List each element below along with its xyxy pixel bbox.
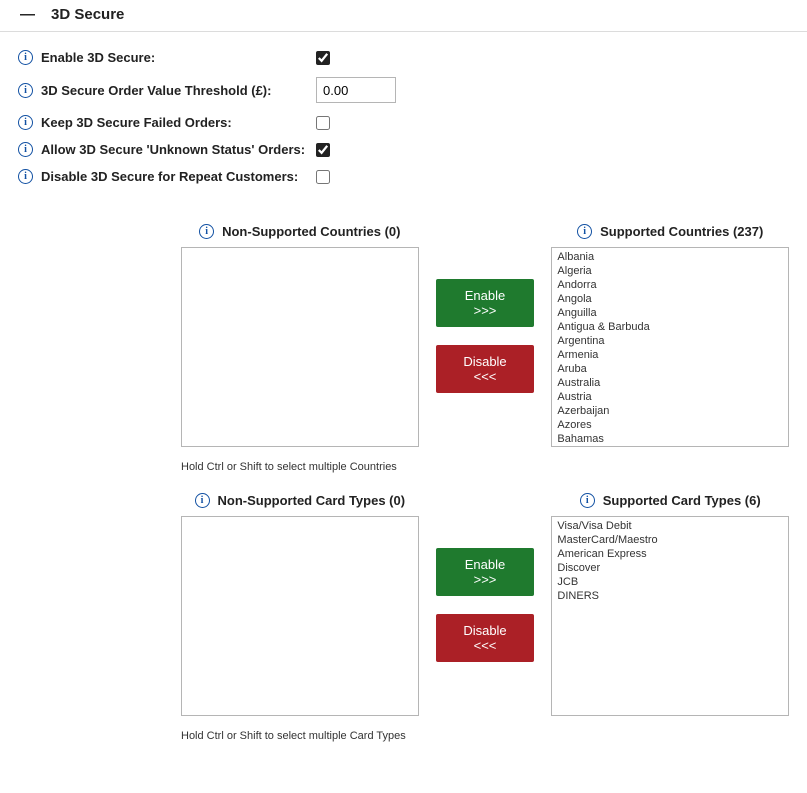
- list-item[interactable]: Azerbaijan: [556, 404, 784, 418]
- allow-unknown-checkbox[interactable]: [316, 143, 330, 157]
- info-icon[interactable]: i: [577, 224, 592, 239]
- setting-row-enable-3ds: i Enable 3D Secure:: [18, 50, 789, 65]
- section-title: 3D Secure: [51, 6, 124, 23]
- supported-cardtypes-col: i Supported Card Types (6) Visa/Visa Deb…: [551, 493, 789, 716]
- setting-row-allow-unknown: i Allow 3D Secure 'Unknown Status' Order…: [18, 142, 789, 157]
- list-item[interactable]: MasterCard/Maestro: [556, 533, 784, 547]
- info-icon[interactable]: i: [18, 142, 33, 157]
- list-item[interactable]: Aruba: [556, 362, 784, 376]
- keep-failed-checkbox[interactable]: [316, 116, 330, 130]
- setting-row-threshold: i 3D Secure Order Value Threshold (£):: [18, 77, 789, 103]
- list-item[interactable]: Discover: [556, 561, 784, 575]
- list-item[interactable]: Australia: [556, 376, 784, 390]
- disable-cardtypes-button[interactable]: Disable <<<: [436, 614, 534, 662]
- list-header-label: Non-Supported Card Types (0): [218, 493, 406, 508]
- list-item[interactable]: Visa/Visa Debit: [556, 519, 784, 533]
- info-icon[interactable]: i: [18, 115, 33, 130]
- countries-transfer-buttons: Enable >>> Disable <<<: [419, 224, 552, 447]
- list-item[interactable]: Argentina: [556, 334, 784, 348]
- supported-cardtypes-listbox[interactable]: Visa/Visa DebitMasterCard/MaestroAmerica…: [551, 516, 789, 716]
- cardtypes-section: i Non-Supported Card Types (0) Enable >>…: [0, 473, 807, 742]
- enable-cardtypes-button[interactable]: Enable >>>: [436, 548, 534, 596]
- disable-countries-button[interactable]: Disable <<<: [436, 345, 534, 393]
- collapse-icon[interactable]: —: [18, 6, 37, 23]
- list-item[interactable]: Armenia: [556, 348, 784, 362]
- non-supported-cardtypes-listbox[interactable]: [181, 516, 419, 716]
- list-header-label: Supported Countries (237): [600, 224, 763, 239]
- list-item[interactable]: Algeria: [556, 264, 784, 278]
- setting-label: 3D Secure Order Value Threshold (£):: [41, 83, 271, 98]
- threshold-input[interactable]: [316, 77, 396, 103]
- setting-label: Keep 3D Secure Failed Orders:: [41, 115, 232, 130]
- list-item[interactable]: American Express: [556, 547, 784, 561]
- supported-countries-col: i Supported Countries (237) AlbaniaAlger…: [551, 224, 789, 447]
- setting-label: Allow 3D Secure 'Unknown Status' Orders:: [41, 142, 305, 157]
- list-header-label: Non-Supported Countries (0): [222, 224, 400, 239]
- enable-3ds-checkbox[interactable]: [316, 51, 330, 65]
- setting-label: Enable 3D Secure:: [41, 50, 155, 65]
- countries-section: i Non-Supported Countries (0) Enable >>>…: [0, 204, 807, 473]
- settings-block: i Enable 3D Secure: i 3D Secure Order Va…: [0, 32, 807, 204]
- info-icon[interactable]: i: [18, 83, 33, 98]
- list-item[interactable]: Anguilla: [556, 306, 784, 320]
- list-item[interactable]: Angola: [556, 292, 784, 306]
- info-icon[interactable]: i: [195, 493, 210, 508]
- setting-row-disable-repeat: i Disable 3D Secure for Repeat Customers…: [18, 169, 789, 184]
- list-item[interactable]: JCB: [556, 575, 784, 589]
- list-item[interactable]: Bahamas: [556, 432, 784, 446]
- non-supported-countries-col: i Non-Supported Countries (0): [181, 224, 419, 447]
- list-item[interactable]: Austria: [556, 390, 784, 404]
- info-icon[interactable]: i: [199, 224, 214, 239]
- cardtypes-helper-text: Hold Ctrl or Shift to select multiple Ca…: [181, 730, 789, 742]
- list-item[interactable]: Antigua & Barbuda: [556, 320, 784, 334]
- info-icon[interactable]: i: [18, 169, 33, 184]
- list-item[interactable]: DINERS: [556, 589, 784, 603]
- supported-countries-listbox[interactable]: AlbaniaAlgeriaAndorraAngolaAnguillaAntig…: [551, 247, 789, 447]
- cardtypes-transfer-buttons: Enable >>> Disable <<<: [419, 493, 552, 716]
- list-item[interactable]: Andorra: [556, 278, 784, 292]
- disable-repeat-checkbox[interactable]: [316, 170, 330, 184]
- enable-countries-button[interactable]: Enable >>>: [436, 279, 534, 327]
- list-item[interactable]: Azores: [556, 418, 784, 432]
- countries-helper-text: Hold Ctrl or Shift to select multiple Co…: [181, 461, 789, 473]
- setting-row-keep-failed: i Keep 3D Secure Failed Orders:: [18, 115, 789, 130]
- setting-label: Disable 3D Secure for Repeat Customers:: [41, 169, 298, 184]
- section-header: — 3D Secure: [0, 0, 807, 32]
- list-item[interactable]: Albania: [556, 250, 784, 264]
- list-header-label: Supported Card Types (6): [603, 493, 761, 508]
- info-icon[interactable]: i: [18, 50, 33, 65]
- non-supported-countries-listbox[interactable]: [181, 247, 419, 447]
- info-icon[interactable]: i: [580, 493, 595, 508]
- non-supported-cardtypes-col: i Non-Supported Card Types (0): [181, 493, 419, 716]
